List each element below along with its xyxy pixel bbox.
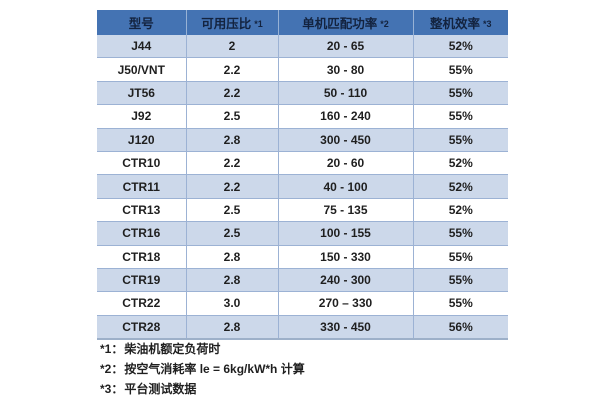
- table-cell: 50 - 110: [277, 80, 413, 105]
- table-body: J44 2 20 - 65 52% J50/VNT 2.2 30 - 80 55% JT56 2.…: [97, 35, 508, 341]
- table-cell: 20 - 65: [277, 35, 413, 58]
- table-cell: CTR11: [97, 174, 186, 199]
- table-cell: CTR13: [97, 197, 186, 222]
- table-cell: 55%: [412, 127, 508, 152]
- table-row: J120 2.8 300 - 450 55%: [97, 127, 508, 152]
- table-cell: CTR18: [97, 244, 186, 269]
- table-cell: 2.5: [185, 104, 278, 129]
- table-cell: 30 - 80: [277, 57, 413, 82]
- footnote-marker: *1：: [100, 342, 124, 356]
- table-cell: 2.8: [185, 244, 278, 269]
- footnotes: *1：柴油机额定负荷时 *2：按空气消耗率 le = 6kg/kW*h 计算 *…: [100, 342, 305, 402]
- header-row: 型号 可用压比 *1 单机匹配功率 *2 整机效率 *3: [97, 10, 508, 35]
- table-cell: J120: [97, 127, 186, 152]
- table-row: J92 2.5 160 - 240 55%: [97, 104, 508, 129]
- footnote-1: *1：柴油机额定负荷时: [100, 342, 305, 356]
- table-cell: 52%: [412, 150, 508, 175]
- table-cell: 150 - 330: [277, 244, 413, 269]
- table-cell: 52%: [412, 197, 508, 222]
- table-cell: 55%: [412, 80, 508, 105]
- column-header: 单机匹配功率 *2: [277, 10, 413, 35]
- table-cell: 55%: [412, 221, 508, 246]
- table-cell: CTR19: [97, 267, 186, 292]
- table-row: CTR19 2.8 240 - 300 55%: [97, 267, 508, 292]
- table-cell: 3.0: [185, 291, 278, 316]
- column-header-label: 整机效率: [429, 17, 480, 31]
- footnote-marker: *2：: [100, 362, 124, 376]
- table-cell: 40 - 100: [277, 174, 413, 199]
- footnote-text: 平台测试数据: [124, 382, 197, 396]
- table-cell: 2.2: [185, 57, 278, 82]
- column-header-footnote-ref: *1: [254, 19, 263, 29]
- table-cell: 55%: [412, 57, 508, 82]
- column-header-label: 可用压比: [201, 17, 252, 31]
- table-cell: 52%: [412, 35, 508, 58]
- table-cell: 2.2: [185, 150, 278, 175]
- footnote-3: *3：平台测试数据: [100, 382, 305, 396]
- table-cell: CTR16: [97, 221, 186, 246]
- table-cell: 300 - 450: [277, 127, 413, 152]
- table-cell: J44: [97, 35, 186, 58]
- spec-table-container: 型号 可用压比 *1 单机匹配功率 *2 整机效率 *3 J44 2 20 - 65 52% J50…: [97, 10, 508, 341]
- column-header-label: 型号: [128, 17, 154, 31]
- table-cell: 2.5: [185, 197, 278, 222]
- table-cell: 55%: [412, 267, 508, 292]
- table-cell: 55%: [412, 291, 508, 316]
- footnote-text: 按空气消耗率 le = 6kg/kW*h 计算: [124, 362, 305, 376]
- table-row: J44 2 20 - 65 52%: [97, 35, 508, 58]
- table-cell: 75 - 135: [277, 197, 413, 222]
- table-cell: CTR22: [97, 291, 186, 316]
- footnote-2: *2：按空气消耗率 le = 6kg/kW*h 计算: [100, 362, 305, 376]
- table-cell: 20 - 60: [277, 150, 413, 175]
- column-header: 型号: [97, 10, 186, 35]
- table-cell: 2.2: [185, 80, 278, 105]
- table-row: J50/VNT 2.2 30 - 80 55%: [97, 57, 508, 82]
- table-cell: 55%: [412, 244, 508, 269]
- table-row: CTR11 2.2 40 - 100 52%: [97, 174, 508, 199]
- table-cell: 56%: [412, 314, 508, 341]
- table-row: CTR16 2.5 100 - 155 55%: [97, 221, 508, 246]
- table-row: CTR18 2.8 150 - 330 55%: [97, 244, 508, 269]
- column-header: 可用压比 *1: [185, 10, 278, 35]
- table-row: CTR28 2.8 330 - 450 56%: [97, 314, 508, 341]
- table-row: CTR22 3.0 270 – 330 55%: [97, 291, 508, 316]
- table-cell: 2.5: [185, 221, 278, 246]
- table-cell: J92: [97, 104, 186, 129]
- table-cell: 2.8: [185, 127, 278, 152]
- table-row: CTR13 2.5 75 - 135 52%: [97, 197, 508, 222]
- table-cell: 2.8: [185, 314, 278, 341]
- footnote-marker: *3：: [100, 382, 124, 396]
- table-cell: 240 - 300: [277, 267, 413, 292]
- table-cell: 2.8: [185, 267, 278, 292]
- table-row: CTR10 2.2 20 - 60 52%: [97, 150, 508, 175]
- column-header-footnote-ref: *3: [483, 19, 492, 29]
- table-cell: 160 - 240: [277, 104, 413, 129]
- table-cell: 330 - 450: [277, 314, 413, 341]
- footnote-text: 柴油机额定负荷时: [124, 342, 221, 356]
- table-cell: 2.2: [185, 174, 278, 199]
- table-cell: CTR28: [97, 314, 186, 341]
- column-header: 整机效率 *3: [412, 10, 508, 35]
- table-cell: 55%: [412, 104, 508, 129]
- table-cell: CTR10: [97, 150, 186, 175]
- column-header-footnote-ref: *2: [380, 19, 389, 29]
- table-cell: 2: [185, 35, 278, 58]
- table-cell: 100 - 155: [277, 221, 413, 246]
- table-cell: 52%: [412, 174, 508, 199]
- table-cell: 270 – 330: [277, 291, 413, 316]
- spec-table: 型号 可用压比 *1 单机匹配功率 *2 整机效率 *3 J44 2 20 - 65 52% J50…: [97, 10, 508, 341]
- table-cell: JT56: [97, 80, 186, 105]
- column-header-label: 单机匹配功率: [302, 17, 378, 31]
- table-row: JT56 2.2 50 - 110 55%: [97, 80, 508, 105]
- table-cell: J50/VNT: [97, 57, 186, 82]
